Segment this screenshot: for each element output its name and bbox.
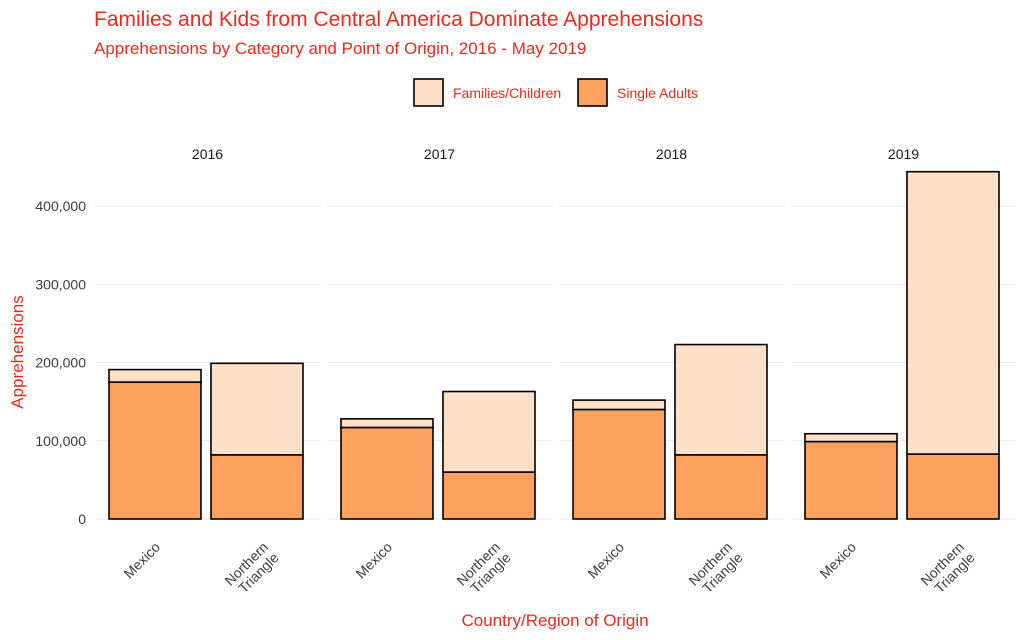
x-tick-label-northern-triangle: NorthernTriangle <box>221 539 282 600</box>
facet-2019: 2019 Mexico NorthernTriangle <box>791 146 1016 600</box>
legend-swatch-families-children <box>413 78 444 107</box>
bar-single-adults-mexico-2018 <box>572 408 666 520</box>
y-tick-label: 300,000 <box>35 276 86 292</box>
x-tick-label-mexico: Mexico <box>352 539 395 582</box>
facet-2017: 2017 Mexico NorthernTriangle <box>327 146 552 600</box>
y-tick-label: 200,000 <box>35 355 86 371</box>
bar-families-children-northern-triangle-2016 <box>210 362 304 456</box>
x-tick-label-mexico: Mexico <box>816 539 859 582</box>
legend-item-single-adults: Single Adults <box>577 78 698 107</box>
y-axis: 0 100,000 200,000 300,000 400,000 <box>35 198 86 527</box>
legend-label-single-adults: Single Adults <box>617 85 698 101</box>
y-tick-label: 100,000 <box>35 433 86 449</box>
facet-label: 2017 <box>424 146 455 162</box>
facet-2016: 2016 Mexico NorthernTriangle <box>95 146 320 600</box>
bar-single-adults-mexico-2019 <box>804 440 898 520</box>
bar-single-adults-northern-triangle-2019 <box>906 453 1000 520</box>
x-tick-label-northern-triangle: NorthernTriangle <box>917 539 978 600</box>
x-tick-label-mexico: Mexico <box>584 539 627 582</box>
x-tick-label-line: Mexico <box>352 539 395 582</box>
bar-families-children-mexico-2017 <box>340 418 434 429</box>
facets: 2016 Mexico NorthernTriangle 2017 Mexico Nort… <box>95 146 1016 600</box>
facet-2018: 2018 Mexico NorthernTriangle <box>559 146 784 600</box>
legend-label-families-children: Families/Children <box>453 85 561 101</box>
bar-families-children-mexico-2019 <box>804 432 898 443</box>
facet-label: 2019 <box>888 146 919 162</box>
y-axis-title: Apprehensions <box>8 295 27 408</box>
bar-families-children-mexico-2016 <box>108 368 202 383</box>
x-tick-label-line: Mexico <box>816 539 859 582</box>
bar-families-children-mexico-2018 <box>572 399 666 411</box>
bar-families-children-northern-triangle-2017 <box>442 390 536 473</box>
legend-item-families-children: Families/Children <box>413 78 561 107</box>
bar-single-adults-northern-triangle-2018 <box>674 454 768 520</box>
x-tick-label-northern-triangle: NorthernTriangle <box>685 539 746 600</box>
x-tick-label-mexico: Mexico <box>120 539 163 582</box>
facet-label: 2018 <box>656 146 687 162</box>
bar-single-adults-mexico-2016 <box>108 381 202 520</box>
y-tick-label: 0 <box>78 511 86 527</box>
chart-title: Families and Kids from Central America D… <box>94 8 703 31</box>
bar-single-adults-northern-triangle-2017 <box>442 471 536 520</box>
bar-families-children-northern-triangle-2018 <box>674 343 768 456</box>
bar-single-adults-northern-triangle-2016 <box>210 454 304 520</box>
x-tick-label-line: Mexico <box>584 539 627 582</box>
legend: Families/Children Single Adults <box>413 78 698 107</box>
bar-families-children-northern-triangle-2019 <box>906 170 1000 455</box>
x-tick-label-line: Mexico <box>120 539 163 582</box>
facet-label: 2016 <box>192 146 223 162</box>
legend-swatch-single-adults <box>577 78 608 107</box>
x-tick-label-northern-triangle: NorthernTriangle <box>453 539 514 600</box>
chart-subtitle: Apprehensions by Category and Point of O… <box>94 39 586 58</box>
bar-single-adults-mexico-2017 <box>340 426 434 520</box>
x-axis-title: Country/Region of Origin <box>461 611 648 630</box>
y-tick-label: 400,000 <box>35 198 86 214</box>
